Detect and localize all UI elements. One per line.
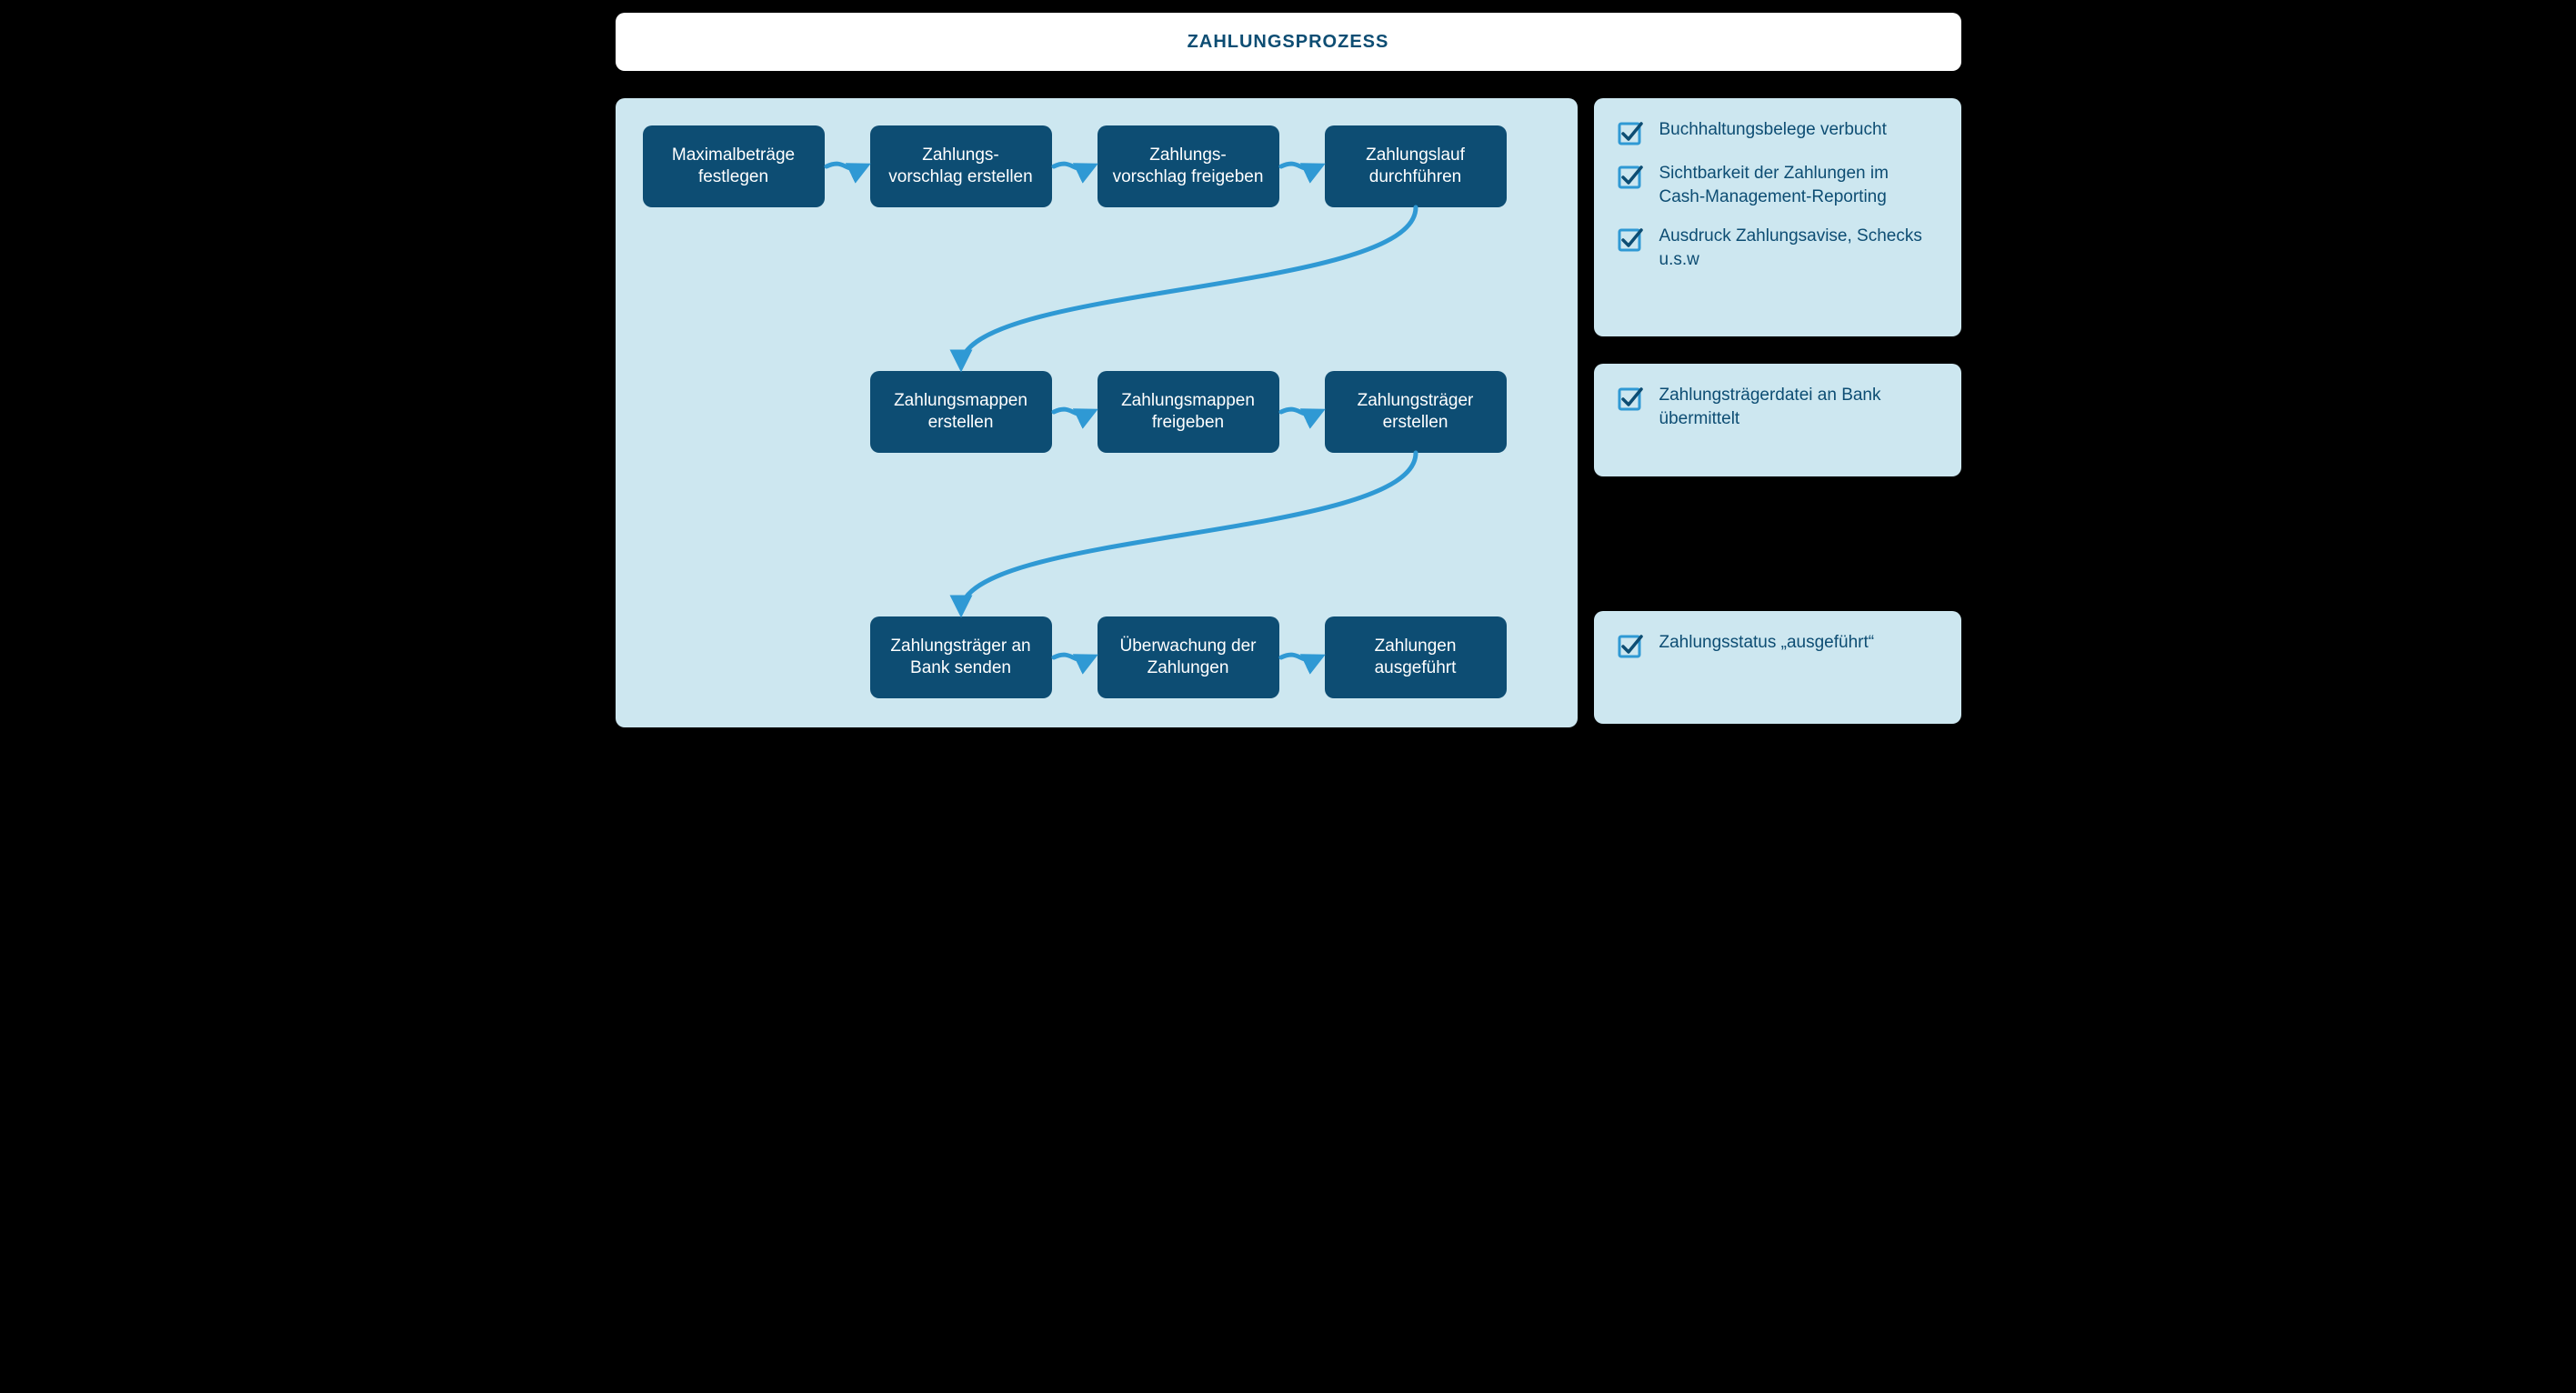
process-node-n4: Zahlungslauf durchführen [1325, 125, 1507, 207]
diagram-title: ZAHLUNGSPROZESS [1188, 32, 1389, 53]
checklist-item-label: Buchhaltungsbelege verbucht [1659, 118, 1887, 142]
checklist-panel-2: Zahlungsträgerdatei an Bank übermittelt [1594, 364, 1961, 476]
checklist-item-label: Ausdruck Zahlungsavise, Schecks u.s.w [1659, 225, 1936, 271]
process-node-n8: Zahlungsträger an Bank senden [870, 616, 1052, 698]
checklist-panel-3: Zahlungsstatus „ausgeführt“ [1594, 611, 1961, 724]
checklist-item: Ausdruck Zahlungsavise, Schecks u.s.w [1618, 225, 1936, 271]
checklist-item-label: Zahlungsträgerdatei an Bank übermittelt [1659, 384, 1936, 430]
process-node-n7: Zahlungsträger erstellen [1325, 371, 1507, 453]
diagram-stage: ZAHLUNGSPROZESS Maximalbeträge festlegen… [606, 0, 1970, 737]
process-node-n10: Zahlungen ausgeführt [1325, 616, 1507, 698]
checklist-item-label: Sichtbarkeit der Zahlungen im Cash-Manag… [1659, 162, 1936, 208]
flow-panel: Maximalbeträge festlegen Zahlungs-vorschl… [616, 98, 1578, 727]
title-bar: ZAHLUNGSPROZESS [616, 13, 1961, 71]
checklist-item: Sichtbarkeit der Zahlungen im Cash-Manag… [1618, 162, 1936, 208]
process-node-n2: Zahlungs-vorschlag erstellen [870, 125, 1052, 207]
check-icon [1618, 164, 1643, 189]
checklist-panel-1: Buchhaltungsbelege verbucht Sichtbarkeit … [1594, 98, 1961, 336]
process-node-n1: Maximalbeträge festlegen [643, 125, 825, 207]
check-icon [1618, 386, 1643, 411]
process-node-n6: Zahlungsmappen freigeben [1098, 371, 1279, 453]
process-node-n3: Zahlungs-vorschlag freigeben [1098, 125, 1279, 207]
check-icon [1618, 633, 1643, 658]
checklist-item: Zahlungsstatus „ausgeführt“ [1618, 631, 1936, 658]
process-node-n5: Zahlungsmappen erstellen [870, 371, 1052, 453]
process-node-n9: Überwachung der Zahlungen [1098, 616, 1279, 698]
checklist-item: Buchhaltungsbelege verbucht [1618, 118, 1936, 145]
check-icon [1618, 120, 1643, 145]
checklist-item-label: Zahlungsstatus „ausgeführt“ [1659, 631, 1875, 655]
checklist-item: Zahlungsträgerdatei an Bank übermittelt [1618, 384, 1936, 430]
check-icon [1618, 226, 1643, 252]
